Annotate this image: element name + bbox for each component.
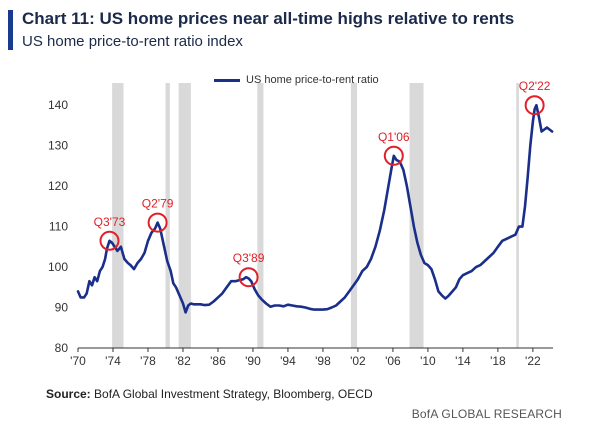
y-tick-label: 100 (48, 260, 68, 274)
x-tick-label: '74 (105, 354, 121, 368)
source-text: BofA Global Investment Strategy, Bloombe… (94, 387, 373, 401)
recession-band-0 (112, 83, 124, 348)
peak-label: Q2'22 (519, 79, 551, 93)
recession-band-6 (516, 83, 519, 348)
chart-subtitle: US home price-to-rent ratio index (22, 33, 243, 50)
recession-band-3 (257, 83, 264, 348)
recession-bands (112, 83, 519, 348)
legend-label: US home price-to-rent ratio (246, 74, 379, 86)
x-tick-label: '78 (140, 354, 156, 368)
x-tick-label: '18 (490, 354, 506, 368)
series-layer (76, 103, 554, 314)
chart-title: Chart 11: US home prices near all-time h… (22, 9, 515, 28)
peak-marker (147, 212, 168, 233)
y-tick-label: 90 (55, 301, 69, 315)
legend: US home price-to-rent ratio (214, 74, 379, 86)
y-tick-label: 110 (49, 220, 68, 234)
x-tick-label: '22 (525, 354, 541, 368)
peak-label: Q2'79 (142, 197, 174, 211)
peak-marker (238, 267, 259, 288)
x-tick-label: '90 (245, 354, 261, 368)
series-line-0 (76, 103, 554, 314)
credit: BofA GLOBAL RESEARCH (411, 407, 562, 421)
x-tick-label: '06 (385, 354, 401, 368)
peak-marker (524, 95, 545, 116)
x-tick-label: '86 (210, 354, 226, 368)
x-tick-label: '14 (455, 354, 471, 368)
x-tick-label: '98 (315, 354, 331, 368)
recession-band-4 (350, 83, 358, 348)
x-tick-label: '70 (70, 354, 86, 368)
source-label: Source: (46, 387, 91, 401)
peak-label: Q3'73 (94, 215, 126, 229)
recession-band-1 (165, 83, 170, 348)
y-tick-label: 120 (48, 179, 68, 193)
x-tick-label: '94 (280, 354, 296, 368)
peak-marker (99, 230, 120, 251)
x-tick-label: '02 (350, 354, 366, 368)
peak-label: Q1'06 (378, 130, 410, 144)
title-accent-bar (8, 10, 13, 50)
x-tick-label: '82 (175, 354, 191, 368)
y-tick-label: 80 (55, 341, 69, 355)
y-tick-label: 130 (48, 139, 68, 153)
source-note: Source: BofA Global Investment Strategy,… (46, 387, 373, 401)
recession-band-2 (178, 83, 191, 348)
y-tick-label: 140 (48, 98, 68, 112)
peak-marker (383, 145, 404, 166)
recession-band-5 (409, 83, 424, 348)
legend-swatch (214, 78, 240, 82)
annotations: Q3'73 Q2'79 Q3'89 Q1'06 Q2'22 (94, 79, 551, 288)
axes: 80 90 100 110 120 130 140 '70 '74 '78 '82 '86 '90 '94… (48, 98, 553, 368)
peak-label: Q3'89 (233, 251, 265, 265)
x-tick-label: '10 (420, 354, 436, 368)
